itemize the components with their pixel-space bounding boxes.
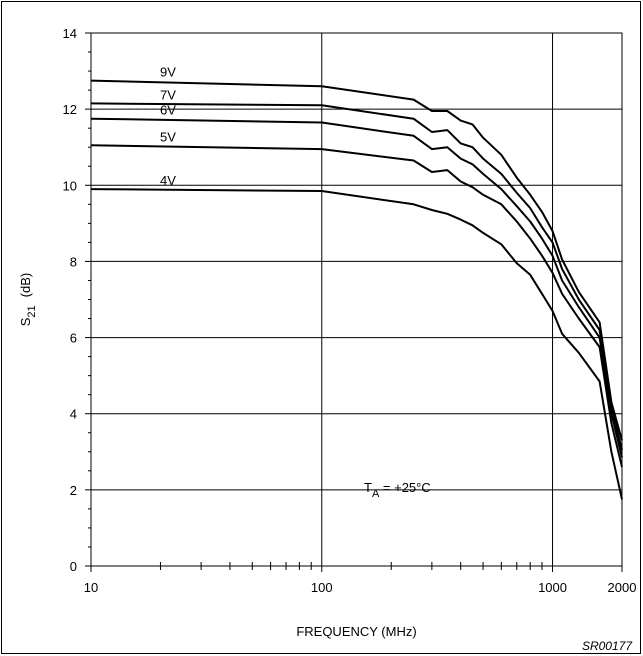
series-line-9v: [90, 79, 623, 441]
x-tick-label: 1000: [538, 580, 567, 595]
y-tick-label: 6: [70, 331, 77, 346]
series-label-4v: 4V: [160, 173, 176, 188]
x-tick-label: 2000: [608, 580, 637, 595]
x-tick-label: 100: [311, 580, 333, 595]
y-tick-label: 0: [70, 559, 77, 574]
temperature-annotation-rest: = +25°C: [379, 480, 430, 495]
series-line-5v: [90, 144, 623, 468]
y-tick-label: 12: [63, 102, 77, 117]
y-axis-title: S21 (dB): [18, 273, 38, 326]
y-tick-label: 14: [63, 26, 77, 41]
temperature-annotation-subscript: A: [372, 488, 380, 500]
y-axis-title-main: S: [18, 317, 33, 326]
series-label-5v: 5V: [160, 129, 176, 144]
grid-layer: [91, 33, 622, 566]
series-label-7v: 7V: [160, 87, 176, 102]
series-line-6v: [90, 117, 623, 458]
series-label-6v: 6V: [160, 103, 176, 118]
temperature-annotation: TA = +25°C: [364, 480, 431, 500]
y-axis-title-unit: (dB): [18, 273, 33, 298]
plot-area-border: [90, 32, 623, 567]
series-layer: [90, 79, 623, 500]
figure-code: SR00177: [582, 639, 633, 653]
y-tick-label: 10: [63, 178, 77, 193]
y-axis-title-subscript: 21: [26, 305, 38, 317]
temperature-annotation-main: T: [364, 480, 372, 495]
y-tick-label: 4: [70, 407, 77, 422]
series-label-9v: 9V: [160, 65, 176, 80]
series-line-4v: [90, 188, 623, 500]
x-axis-title: FREQUENCY (MHz): [296, 624, 416, 639]
y-tick-label: 2: [70, 483, 77, 498]
x-tick-label: 10: [84, 580, 98, 595]
series-line-7v: [90, 102, 623, 451]
y-tick-label: 8: [70, 254, 77, 269]
